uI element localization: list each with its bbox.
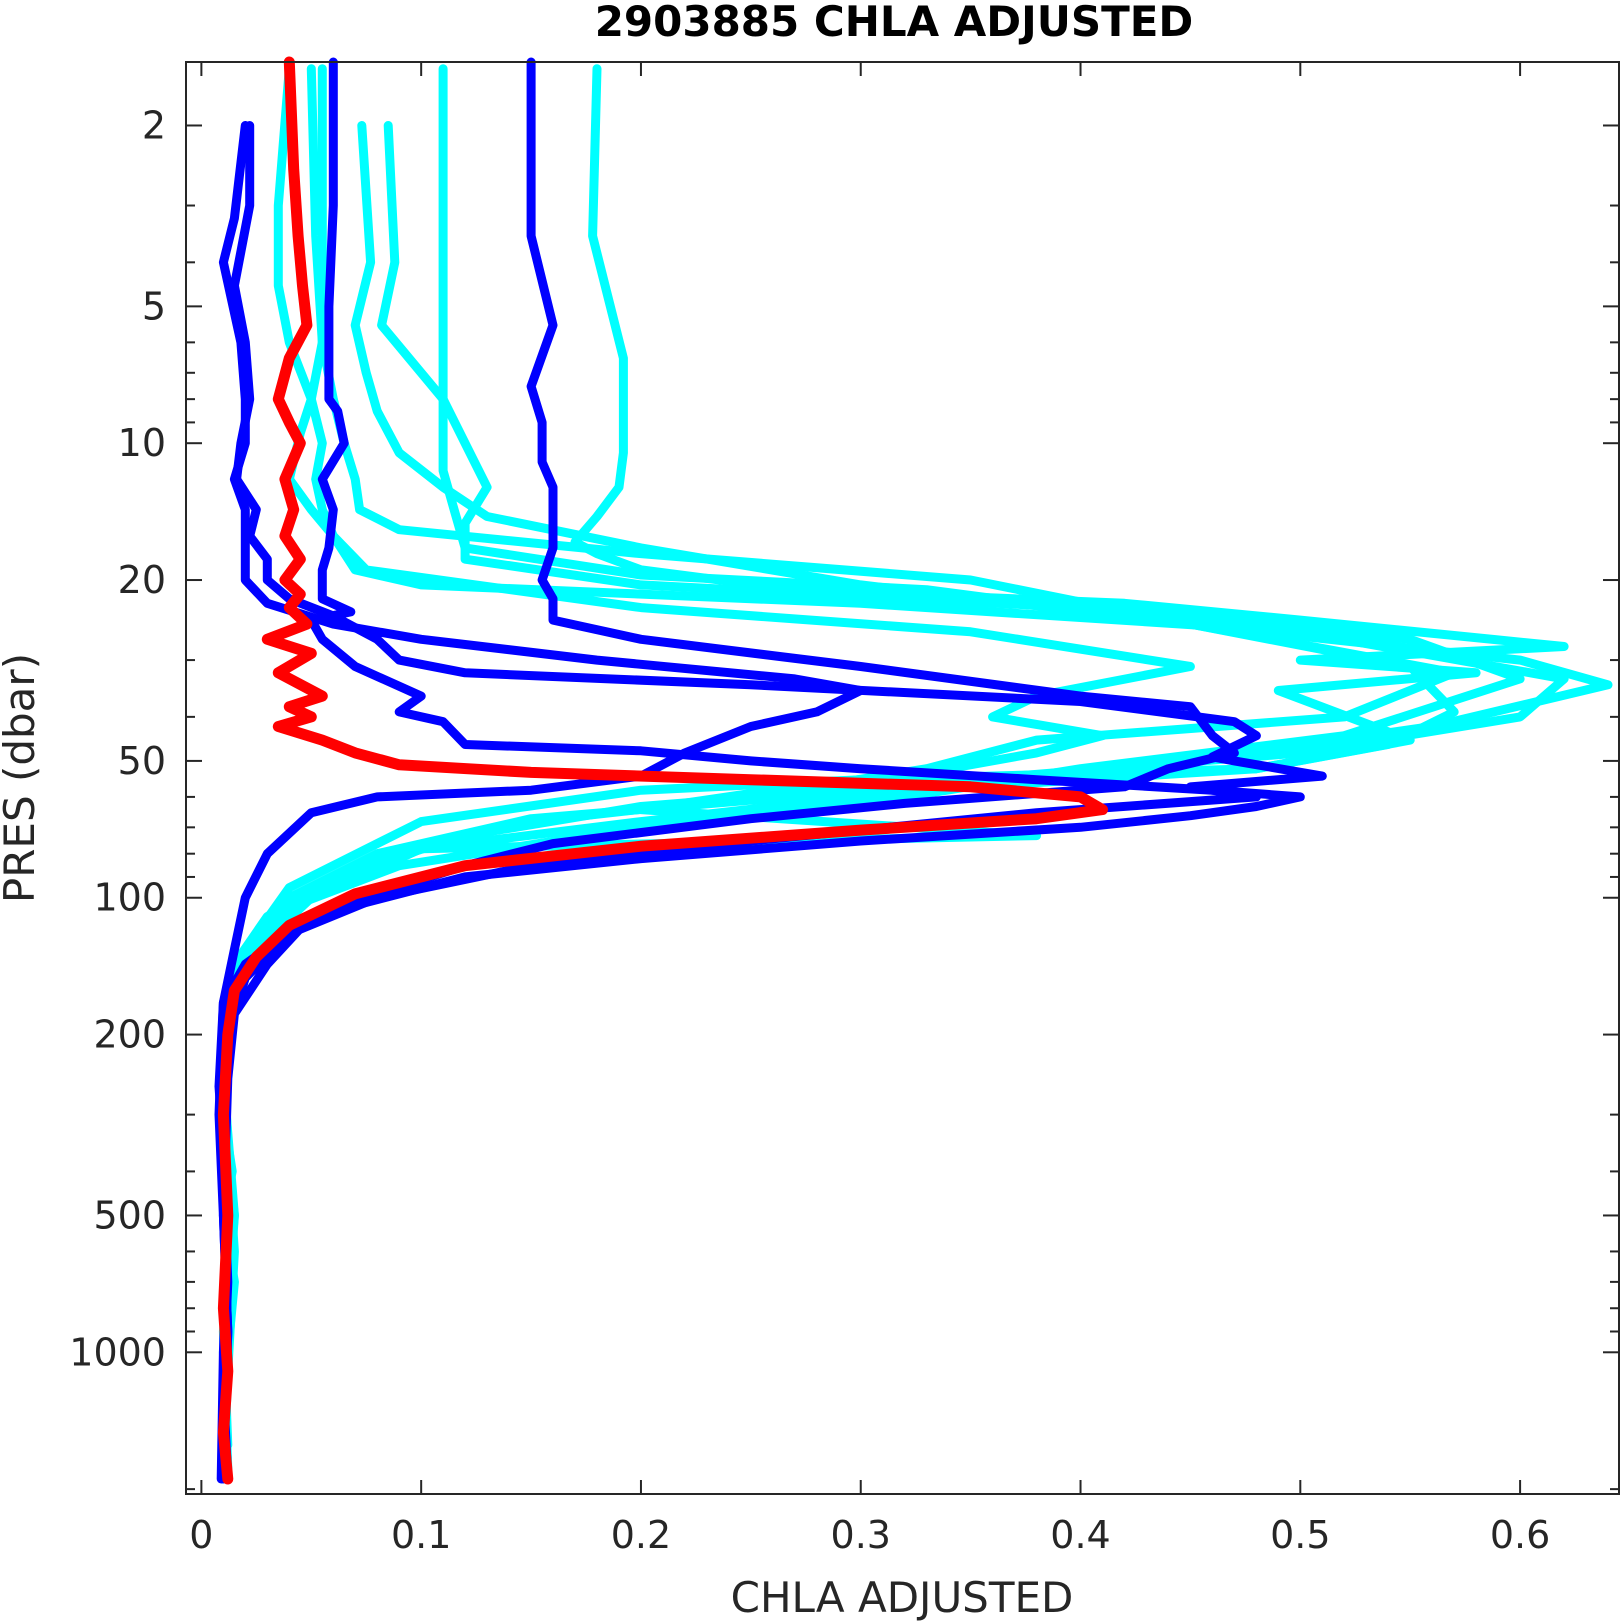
y-tick-label: 5 [142, 284, 166, 328]
x-tick-label: 0.5 [1270, 1513, 1330, 1557]
y-tick-label: 200 [93, 1013, 166, 1057]
series-layer [214, 56, 1613, 1485]
x-tick-label: 0 [189, 1513, 213, 1557]
series-line-12 [217, 56, 1108, 1485]
x-axis-label: CHLA ADJUSTED [731, 1573, 1074, 1622]
x-tick-label: 0.1 [391, 1513, 451, 1557]
y-tick-label: 2 [142, 103, 166, 147]
y-axis-label: PRES (dbar) [0, 653, 44, 903]
x-tick-label: 0.4 [1050, 1513, 1110, 1557]
y-tick-label: 10 [118, 421, 166, 465]
x-tick-label: 0.2 [611, 1513, 671, 1557]
y-tick-label: 500 [93, 1193, 166, 1237]
tick-layer: 0 0.1 0.2 0.3 0.4 0.5 0.6 2 5 10 20 50 100 200 500 1000 [69, 62, 1619, 1557]
x-tick-label: 0.3 [831, 1513, 891, 1557]
y-tick-label: 1000 [69, 1330, 166, 1374]
x-tick-label: 0.6 [1490, 1513, 1550, 1557]
y-tick-label: 20 [118, 558, 166, 602]
series-line-10 [214, 121, 866, 1484]
y-tick-label: 100 [93, 876, 166, 920]
plot-frame [185, 61, 1620, 1495]
series-line-11 [218, 57, 1239, 1473]
chart-title: 2903885 CHLA ADJUSTED [595, 0, 1194, 46]
y-tick-label: 50 [118, 739, 166, 783]
